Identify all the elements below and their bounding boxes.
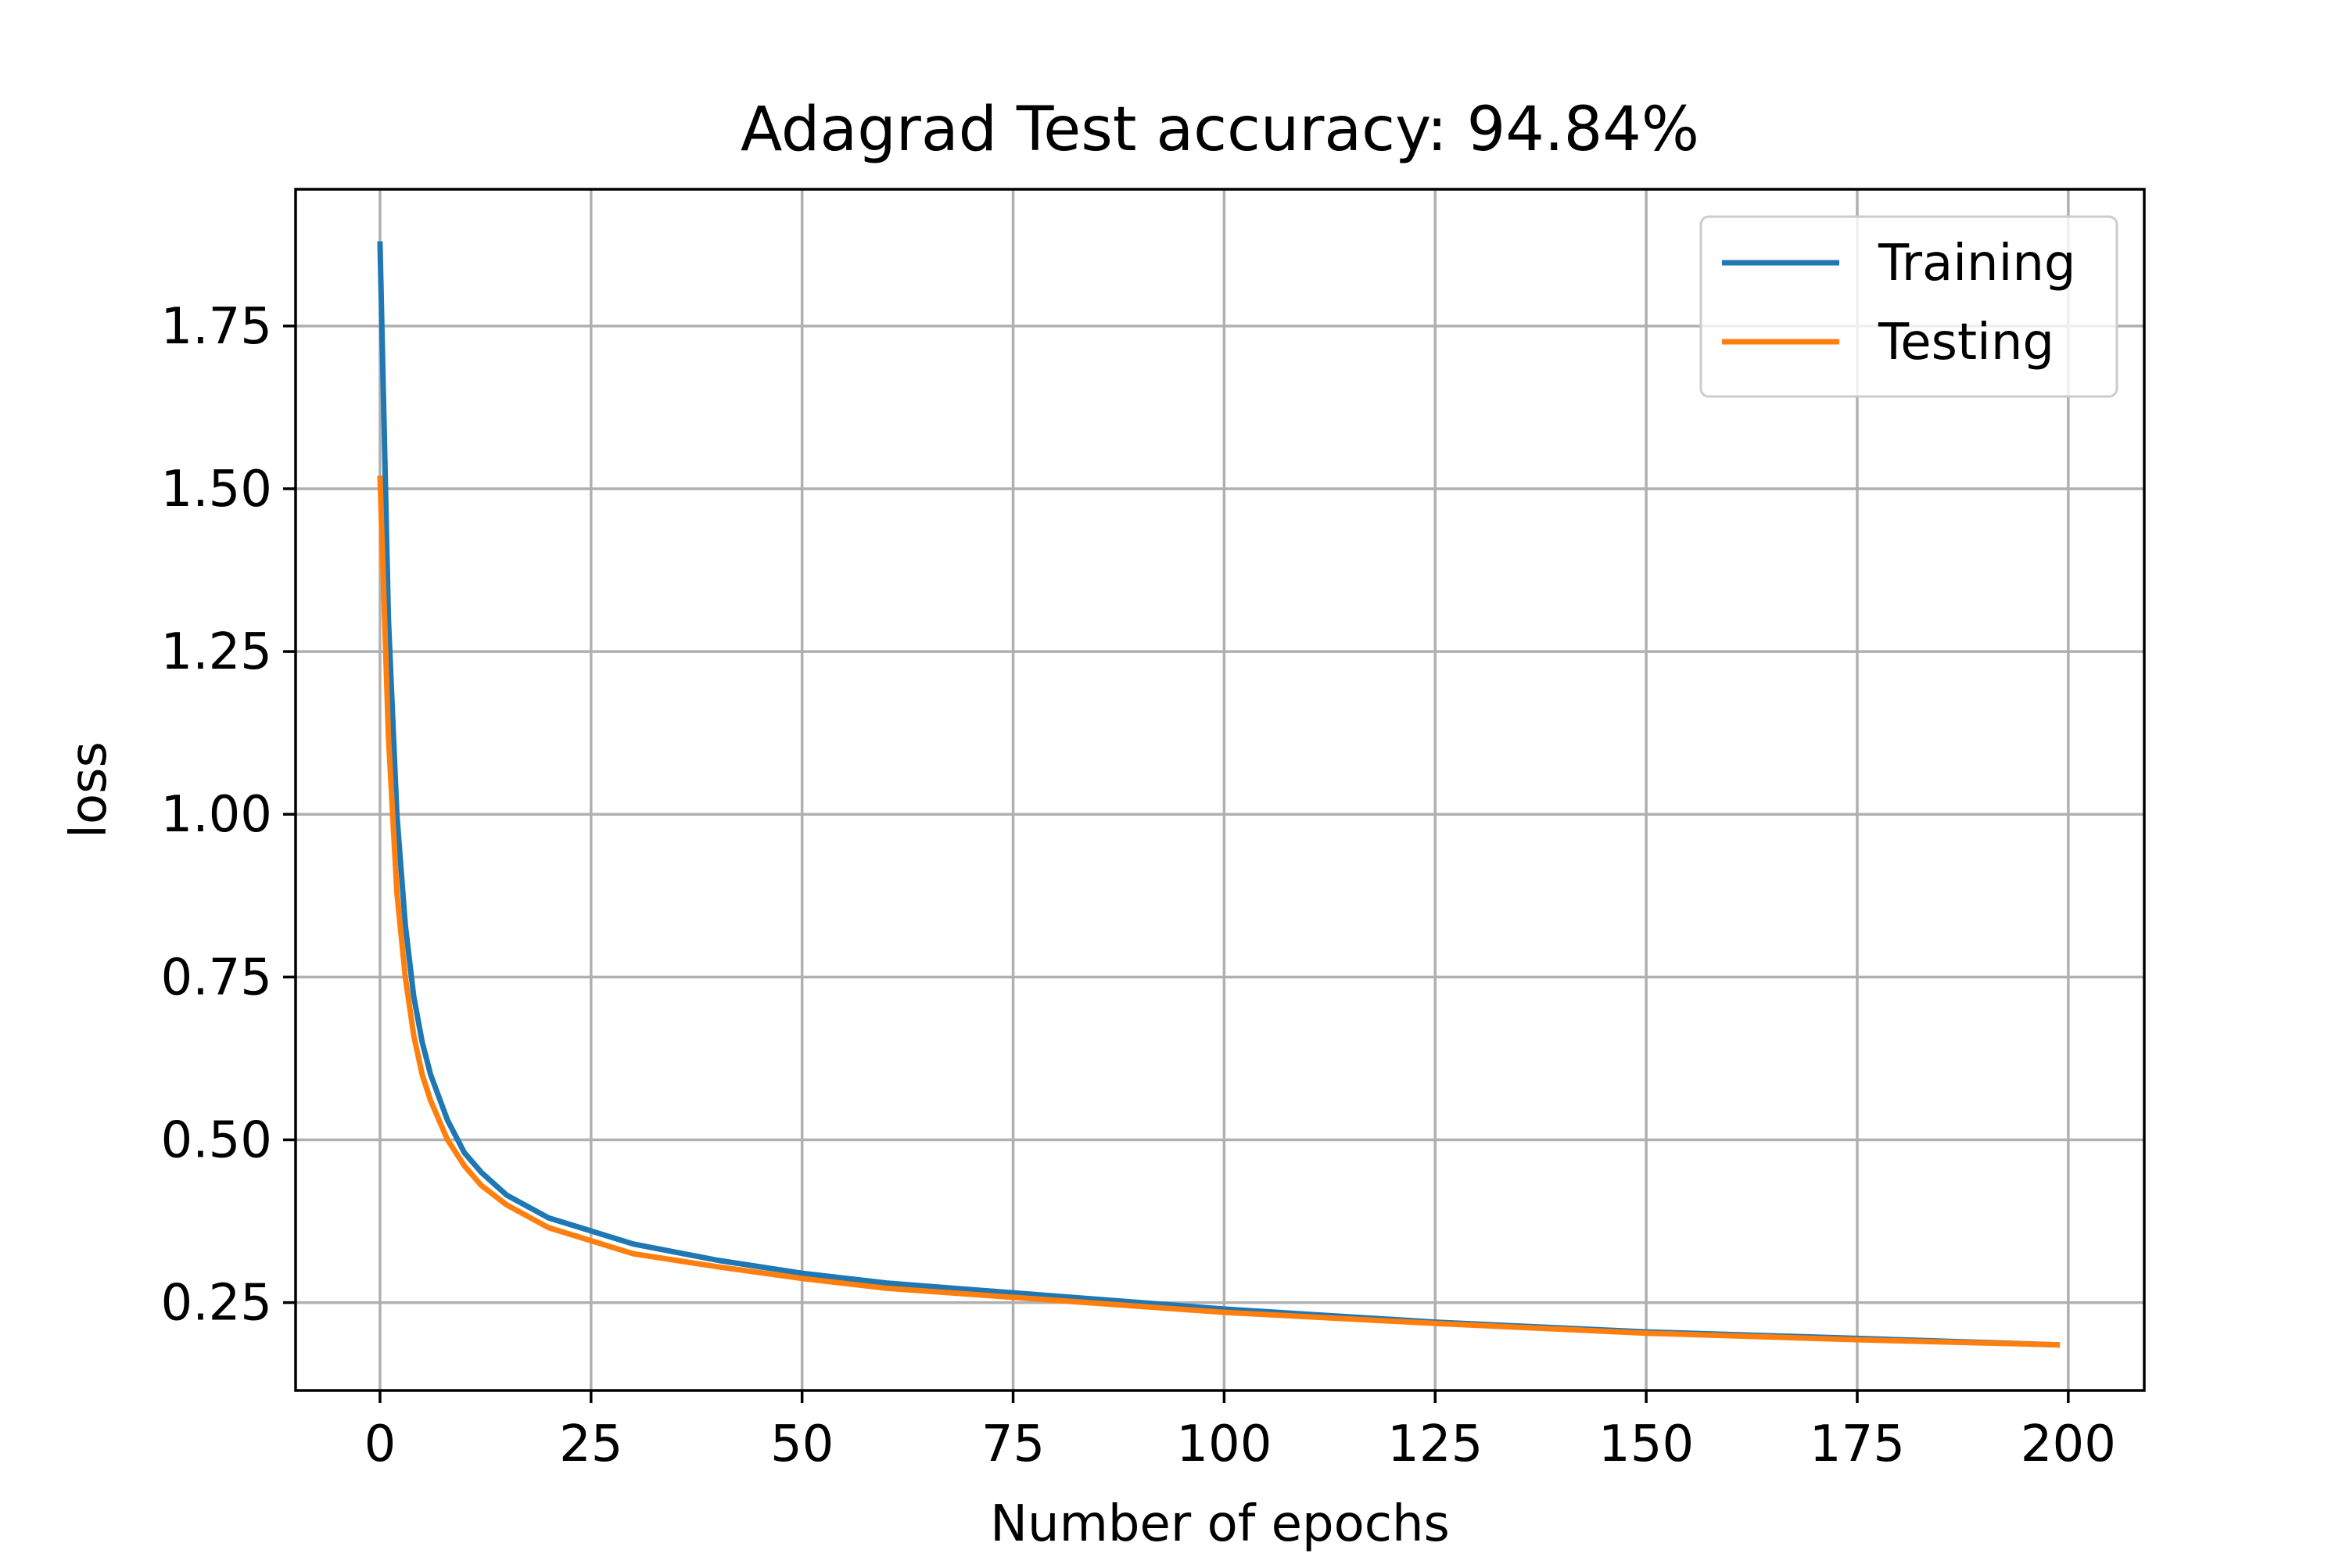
y-tick-label: 1.00 bbox=[161, 786, 273, 844]
testing-series-line bbox=[377, 475, 2061, 1348]
chart-title: Adagrad Test accuracy: 94.84% bbox=[741, 95, 1699, 165]
y-axis-ticks: 0.25 0.50 0.75 1.00 1.25 1.50 1.75 bbox=[161, 298, 296, 1333]
y-tick-label: 0.50 bbox=[161, 1111, 273, 1169]
x-tick-label: 150 bbox=[1598, 1416, 1694, 1473]
x-tick-label: 25 bbox=[559, 1416, 622, 1473]
y-tick-label: 1.75 bbox=[161, 298, 273, 356]
y-tick-label: 0.25 bbox=[161, 1275, 273, 1333]
x-tick-label: 125 bbox=[1387, 1416, 1483, 1473]
y-tick-label: 0.75 bbox=[161, 949, 273, 1006]
x-tick-label: 50 bbox=[770, 1416, 834, 1473]
y-axis-label: loss bbox=[60, 741, 118, 838]
x-tick-label: 200 bbox=[2021, 1416, 2116, 1473]
y-tick-label: 1.50 bbox=[161, 461, 273, 518]
x-tick-label: 175 bbox=[1810, 1416, 1905, 1473]
y-tick-label: 1.25 bbox=[161, 623, 273, 681]
x-tick-label: 75 bbox=[981, 1416, 1045, 1473]
legend-training-label: Training bbox=[1878, 235, 2076, 292]
legend: Training Testing bbox=[1699, 215, 2118, 398]
x-tick-label: 0 bbox=[364, 1416, 396, 1473]
x-axis-ticks: 0 25 50 75 100 125 150 175 200 bbox=[364, 1390, 2116, 1473]
x-axis-label: Number of epochs bbox=[990, 1495, 1450, 1553]
x-tick-label: 100 bbox=[1176, 1416, 1272, 1473]
axes-frame bbox=[294, 188, 2146, 1392]
legend-testing-label: Testing bbox=[1878, 314, 2054, 371]
series-lines bbox=[377, 241, 2061, 1348]
